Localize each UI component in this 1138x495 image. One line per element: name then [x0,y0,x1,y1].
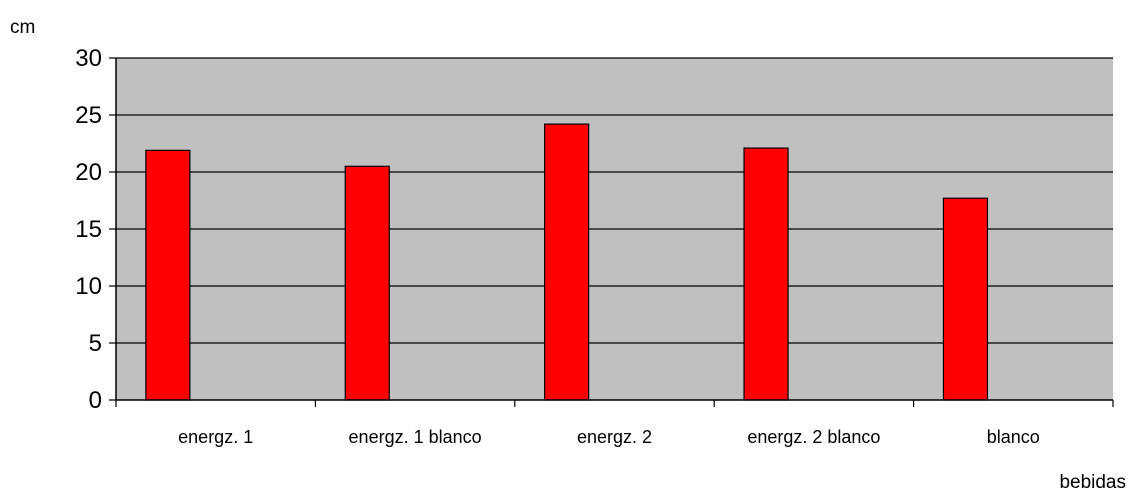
bars [145,123,989,401]
x-tick-label: blanco [987,427,1040,447]
y-tick-label: 5 [89,330,102,357]
y-tick-label: 15 [75,216,102,243]
x-tick-label: energz. 2 [577,427,652,447]
y-tick-label: 30 [75,45,102,72]
y-axis-label: cm [10,17,35,38]
y-tick-label: 25 [75,102,102,129]
x-axis-label: bebidas [1059,472,1126,493]
x-tick-label: energz. 2 blanco [747,427,880,447]
bar [145,149,191,401]
bar [942,197,989,401]
bar [544,123,590,401]
bar [743,147,789,401]
gridlines [116,57,1113,344]
y-tick-label: 0 [89,387,102,414]
y-axis-ticks: 0 5 10 15 20 25 30 [75,45,116,414]
y-tick-label: 20 [75,159,102,186]
x-tick-label: energz. 1 [178,427,253,447]
x-tick-label: energz. 1 blanco [349,427,482,447]
bar [344,165,390,401]
x-axis-ticks: energz. 1 energz. 1 blanco energz. 2 energz… [115,400,1114,447]
y-tick-label: 10 [75,273,102,300]
